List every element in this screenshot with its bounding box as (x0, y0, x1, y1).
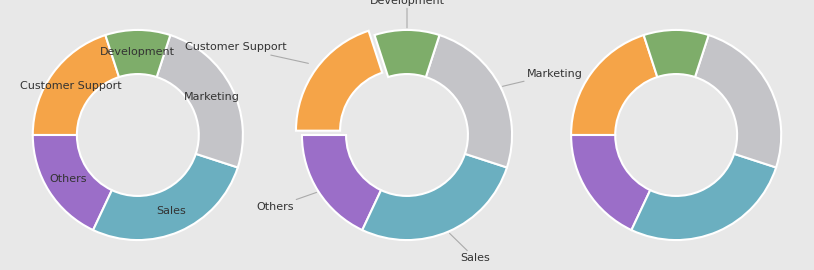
Text: Others: Others (256, 193, 317, 212)
Text: Development: Development (370, 0, 444, 28)
Wedge shape (33, 135, 112, 230)
Text: Development: Development (100, 47, 175, 57)
Text: Marketing: Marketing (502, 69, 583, 86)
Wedge shape (362, 154, 507, 240)
Wedge shape (296, 31, 383, 131)
Text: Sales: Sales (156, 206, 186, 216)
Wedge shape (695, 35, 781, 167)
Text: Customer Support: Customer Support (185, 42, 309, 63)
Wedge shape (302, 135, 381, 230)
Wedge shape (156, 35, 243, 167)
Wedge shape (571, 135, 650, 230)
Text: Customer Support: Customer Support (20, 81, 121, 91)
Wedge shape (571, 35, 658, 135)
Wedge shape (632, 154, 776, 240)
Text: Others: Others (49, 174, 86, 184)
Wedge shape (644, 30, 709, 77)
Wedge shape (426, 35, 512, 167)
Wedge shape (93, 154, 238, 240)
Wedge shape (105, 30, 170, 77)
Wedge shape (374, 30, 440, 77)
Text: Sales: Sales (449, 233, 490, 264)
Wedge shape (33, 35, 119, 135)
Text: Marketing: Marketing (184, 92, 240, 102)
